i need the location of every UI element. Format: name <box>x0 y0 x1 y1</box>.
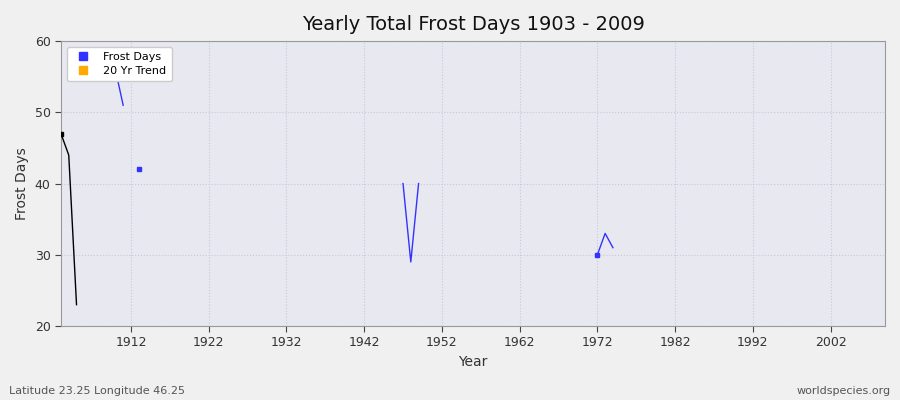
Text: worldspecies.org: worldspecies.org <box>796 386 891 396</box>
Title: Yearly Total Frost Days 1903 - 2009: Yearly Total Frost Days 1903 - 2009 <box>302 15 644 34</box>
X-axis label: Year: Year <box>458 355 488 369</box>
Y-axis label: Frost Days: Frost Days <box>15 147 29 220</box>
Legend: Frost Days, 20 Yr Trend: Frost Days, 20 Yr Trend <box>67 47 172 81</box>
Text: Latitude 23.25 Longitude 46.25: Latitude 23.25 Longitude 46.25 <box>9 386 185 396</box>
